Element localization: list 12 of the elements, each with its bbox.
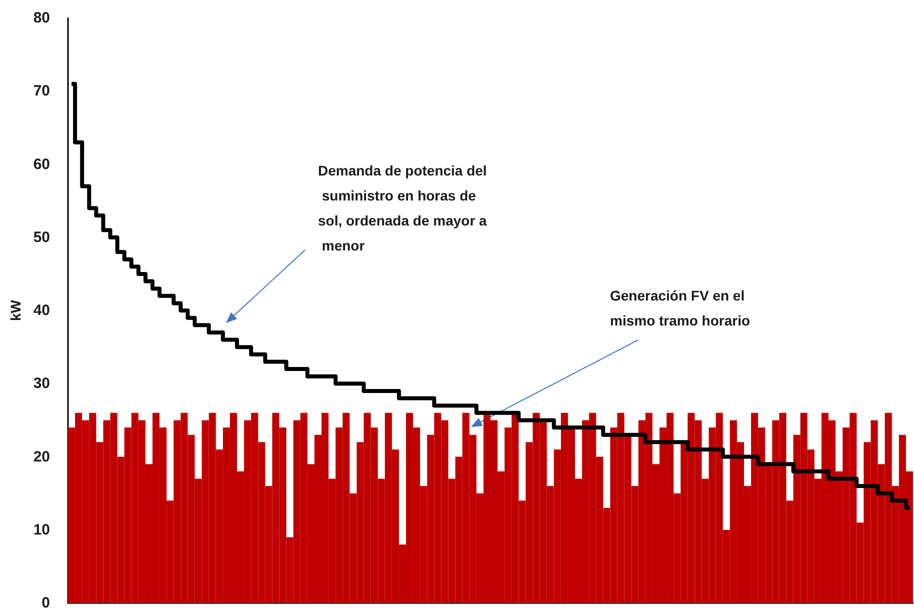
y-axis-title: kW [7,299,24,321]
y-tick-label: 80 [33,10,50,26]
y-tick-label: 10 [33,521,50,538]
y-tick-label: 50 [33,228,50,246]
y-tick-label: 40 [33,302,50,319]
y-tick-label: 20 [33,448,50,466]
y-tick-label: 60 [33,156,50,173]
y-tick-label: 0 [42,594,50,611]
annotation: Generación FV en el mismo tramo horario [610,288,750,328]
y-tick-label: 70 [33,82,50,100]
annotation: Demanda de potencia del suministro en horas de sol, ordenada de mayor a menor [318,162,488,254]
y-tick-label: 30 [33,375,50,392]
